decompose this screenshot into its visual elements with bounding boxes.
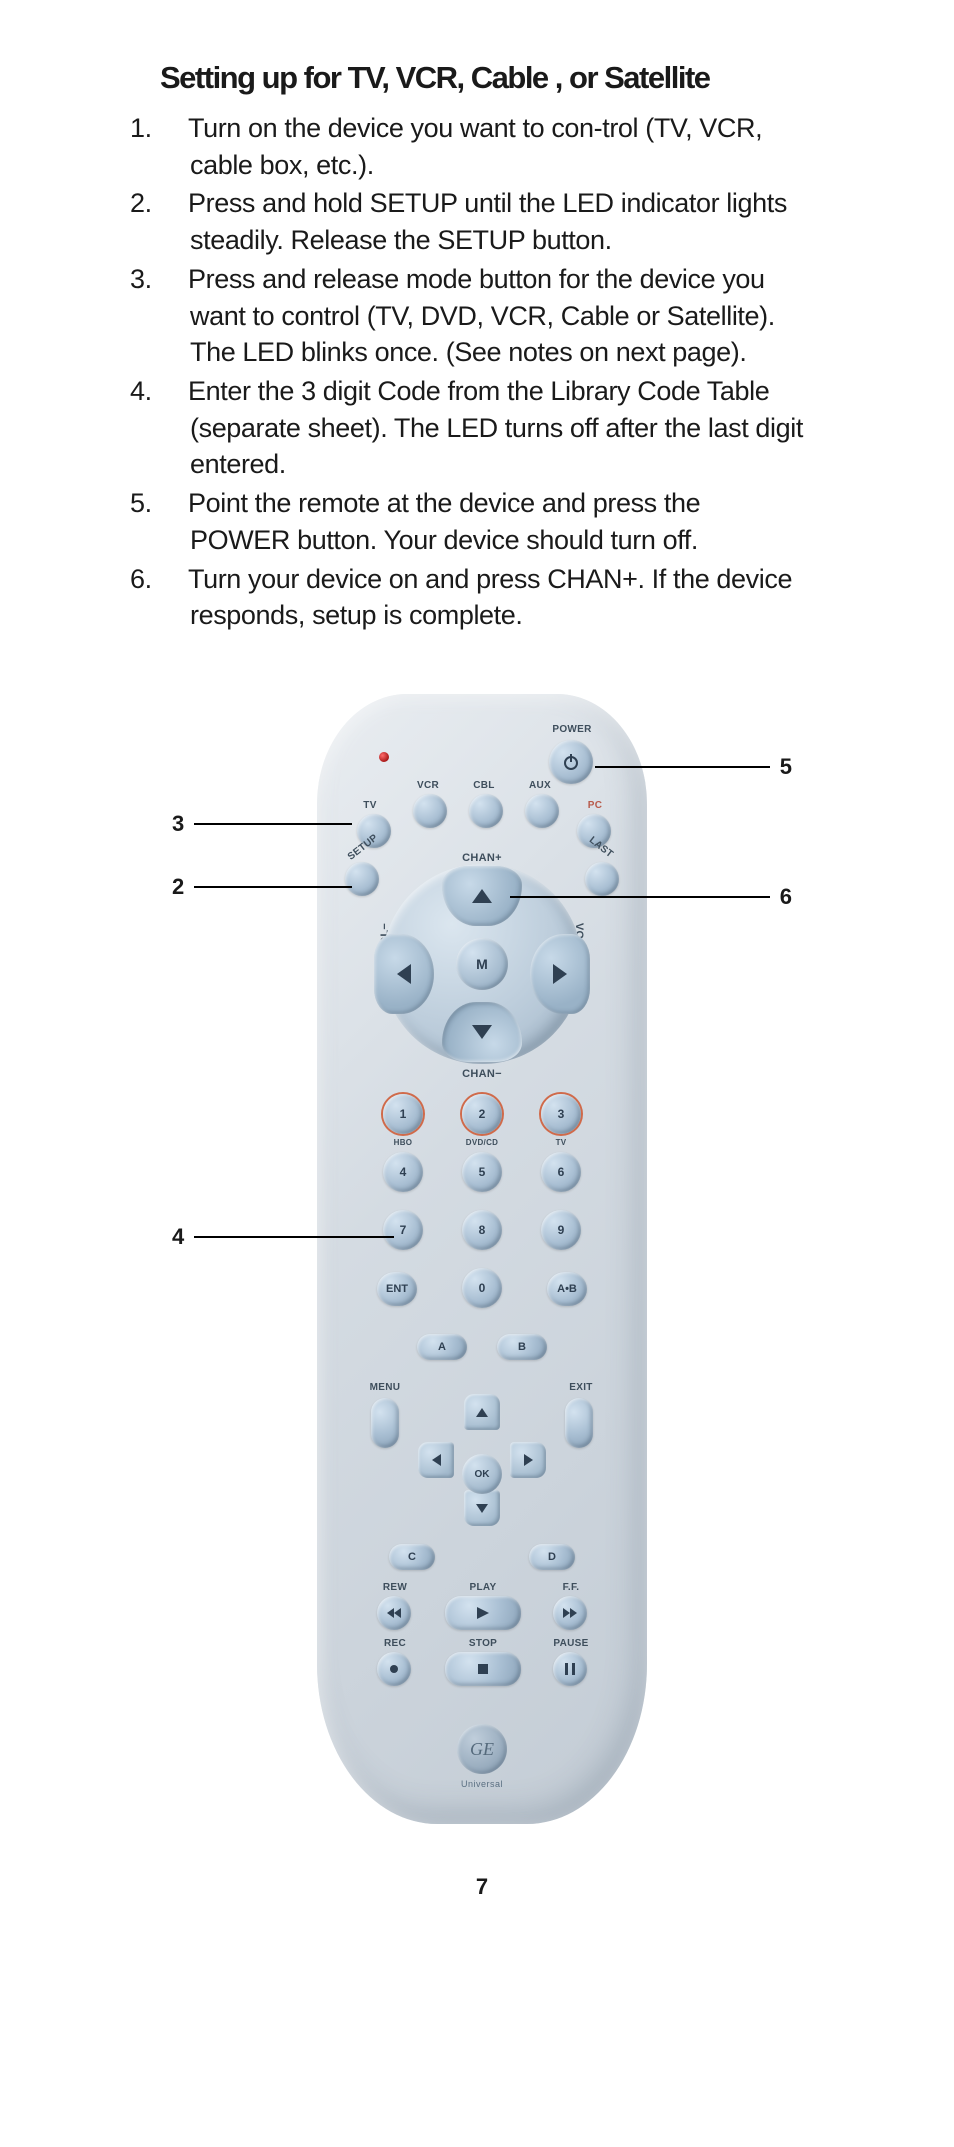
digit-2-button[interactable]: 2 bbox=[462, 1094, 502, 1134]
digit-4-button[interactable]: 4 bbox=[383, 1152, 423, 1192]
pc-label: PC bbox=[583, 800, 607, 811]
rew-button[interactable] bbox=[377, 1596, 411, 1630]
step-text: Turn your device on and press CHAN+. If … bbox=[188, 564, 792, 631]
tv-label: TV bbox=[357, 800, 383, 811]
aux-mode-button[interactable] bbox=[525, 794, 559, 828]
step-text: Point the remote at the device and press… bbox=[188, 488, 700, 555]
aux-label: AUX bbox=[525, 780, 555, 791]
arrow-left-icon bbox=[397, 964, 411, 984]
digit-8-button[interactable]: 8 bbox=[462, 1210, 502, 1250]
menu-right-button[interactable] bbox=[510, 1442, 546, 1478]
menu-down-button[interactable] bbox=[464, 1490, 500, 1526]
mute-button[interactable]: M bbox=[456, 938, 508, 990]
c-button[interactable]: C bbox=[389, 1544, 435, 1570]
callout-5: 5 bbox=[595, 754, 802, 780]
page-heading: Setting up for TV, VCR, Cable , or Satel… bbox=[160, 60, 804, 96]
digit-9-button[interactable]: 9 bbox=[541, 1210, 581, 1250]
rec-label: REC bbox=[375, 1638, 415, 1649]
vol-down-button[interactable] bbox=[374, 934, 434, 1014]
led-indicator bbox=[379, 752, 389, 762]
exit-label: EXIT bbox=[561, 1382, 601, 1393]
callout-6: 6 bbox=[510, 884, 802, 910]
manual-page: Setting up for TV, VCR, Cable , or Satel… bbox=[0, 0, 954, 1940]
digit-6-button[interactable]: 6 bbox=[541, 1152, 581, 1192]
chan-down-button[interactable] bbox=[442, 1002, 522, 1062]
arrow-down-icon bbox=[472, 1025, 492, 1039]
menu-label: MENU bbox=[365, 1382, 405, 1393]
hbo-label: HBO bbox=[381, 1138, 425, 1147]
step-text: Press and hold SETUP until the LED indic… bbox=[188, 188, 787, 255]
step-3: 3.Press and release mode button for the … bbox=[160, 261, 804, 371]
tv2-label: TV bbox=[539, 1138, 583, 1147]
play-icon bbox=[477, 1607, 489, 1619]
menu-button[interactable] bbox=[371, 1398, 399, 1448]
step-4: 4.Enter the 3 digit Code from the Librar… bbox=[160, 373, 804, 483]
ff-button[interactable] bbox=[553, 1596, 587, 1630]
cbl-label: CBL bbox=[469, 780, 499, 791]
arrow-up-icon bbox=[472, 889, 492, 903]
stop-label: STOP bbox=[463, 1638, 503, 1649]
arrow-down-icon bbox=[476, 1504, 488, 1513]
menu-left-button[interactable] bbox=[418, 1442, 454, 1478]
record-icon bbox=[390, 1665, 398, 1673]
digit-5-button[interactable]: 5 bbox=[462, 1152, 502, 1192]
step-text: Press and release mode button for the de… bbox=[188, 264, 775, 367]
ab-button[interactable]: A•B bbox=[547, 1272, 587, 1306]
power-button[interactable] bbox=[549, 740, 593, 784]
d-button[interactable]: D bbox=[529, 1544, 575, 1570]
digit-3-button[interactable]: 3 bbox=[541, 1094, 581, 1134]
power-label: POWER bbox=[542, 724, 602, 735]
page-number: 7 bbox=[160, 1874, 804, 1900]
pause-label: PAUSE bbox=[549, 1638, 593, 1649]
stop-button[interactable] bbox=[445, 1652, 521, 1686]
play-label: PLAY bbox=[463, 1582, 503, 1593]
step-text: Turn on the device you want to con-trol … bbox=[188, 113, 762, 180]
step-6: 6.Turn your device on and press CHAN+. I… bbox=[160, 561, 804, 634]
power-icon bbox=[562, 753, 580, 771]
callout-4: 4 bbox=[162, 1224, 394, 1250]
exit-button[interactable] bbox=[565, 1398, 593, 1448]
arrow-left-icon bbox=[432, 1454, 441, 1466]
digit-1-button[interactable]: 1 bbox=[383, 1094, 423, 1134]
arrow-right-icon bbox=[524, 1454, 533, 1466]
chan-plus-label: CHAN+ bbox=[452, 852, 512, 864]
remote-figure: POWER TV VCR CBL AUX PC SETUP LAST CHAN+… bbox=[162, 694, 802, 1824]
arrow-right-icon bbox=[553, 964, 567, 984]
step-1: 1.Turn on the device you want to con-tro… bbox=[160, 110, 804, 183]
rew-label: REW bbox=[375, 1582, 415, 1593]
vol-up-button[interactable] bbox=[530, 934, 590, 1014]
step-2: 2.Press and hold SETUP until the LED ind… bbox=[160, 185, 804, 258]
b-button[interactable]: B bbox=[497, 1334, 547, 1360]
vcr-label: VCR bbox=[413, 780, 443, 791]
vcr-mode-button[interactable] bbox=[413, 794, 447, 828]
callout-3: 3 bbox=[162, 811, 352, 837]
rewind-icon bbox=[387, 1608, 401, 1618]
dvdcd-label: DVD/CD bbox=[457, 1138, 507, 1147]
arrow-up-icon bbox=[476, 1408, 488, 1417]
chan-minus-label: CHAN− bbox=[452, 1068, 512, 1080]
pause-button[interactable] bbox=[553, 1652, 587, 1686]
a-button[interactable]: A bbox=[417, 1334, 467, 1360]
ok-button[interactable]: OK bbox=[462, 1454, 502, 1494]
step-5: 5.Point the remote at the device and pre… bbox=[160, 485, 804, 558]
ge-logo: GE bbox=[457, 1724, 507, 1774]
digit-0-button[interactable]: 0 bbox=[462, 1268, 502, 1308]
ent-button[interactable]: ENT bbox=[377, 1272, 417, 1306]
menu-pad: OK bbox=[412, 1404, 552, 1544]
cbl-mode-button[interactable] bbox=[469, 794, 503, 828]
logo-subtitle: Universal bbox=[317, 1779, 647, 1789]
ff-label: F.F. bbox=[551, 1582, 591, 1593]
remote-body: POWER TV VCR CBL AUX PC SETUP LAST CHAN+… bbox=[317, 694, 647, 1824]
play-button[interactable] bbox=[445, 1596, 521, 1630]
menu-up-button[interactable] bbox=[464, 1394, 500, 1430]
rec-button[interactable] bbox=[377, 1652, 411, 1686]
callout-2: 2 bbox=[162, 874, 352, 900]
step-text: Enter the 3 digit Code from the Library … bbox=[188, 376, 803, 479]
pause-icon bbox=[565, 1663, 575, 1675]
setup-steps-list: 1.Turn on the device you want to con-tro… bbox=[160, 110, 804, 634]
stop-icon bbox=[478, 1664, 488, 1674]
ffwd-icon bbox=[563, 1608, 577, 1618]
